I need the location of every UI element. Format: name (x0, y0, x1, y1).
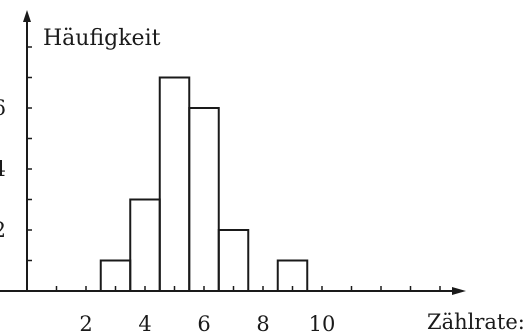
x-tick-label: 6 (197, 312, 210, 333)
y-tick-label: 6 (0, 96, 6, 120)
ticks: 2 4 6 8 10 2 4 6 (0, 46, 441, 333)
y-tick-label: 4 (0, 157, 6, 181)
x-tick-label: 4 (138, 312, 151, 333)
x-tick-label: 2 (79, 312, 92, 333)
y-axis-arrow (23, 10, 31, 22)
x-axis-arrow (452, 287, 466, 295)
x-tick-label: 8 (256, 312, 269, 333)
x-axis-label: Zählrate: (427, 310, 525, 333)
x-tick-label: 10 (309, 312, 336, 333)
y-tick-label: 2 (0, 218, 6, 242)
histogram-bar (217, 229, 250, 292)
histogram-bar (188, 107, 220, 292)
y-axis-label: Häufigkeit (43, 26, 161, 51)
axes (0, 10, 466, 295)
histogram-bar (158, 76, 191, 292)
bars (99, 76, 309, 292)
histogram-bar (129, 198, 161, 292)
